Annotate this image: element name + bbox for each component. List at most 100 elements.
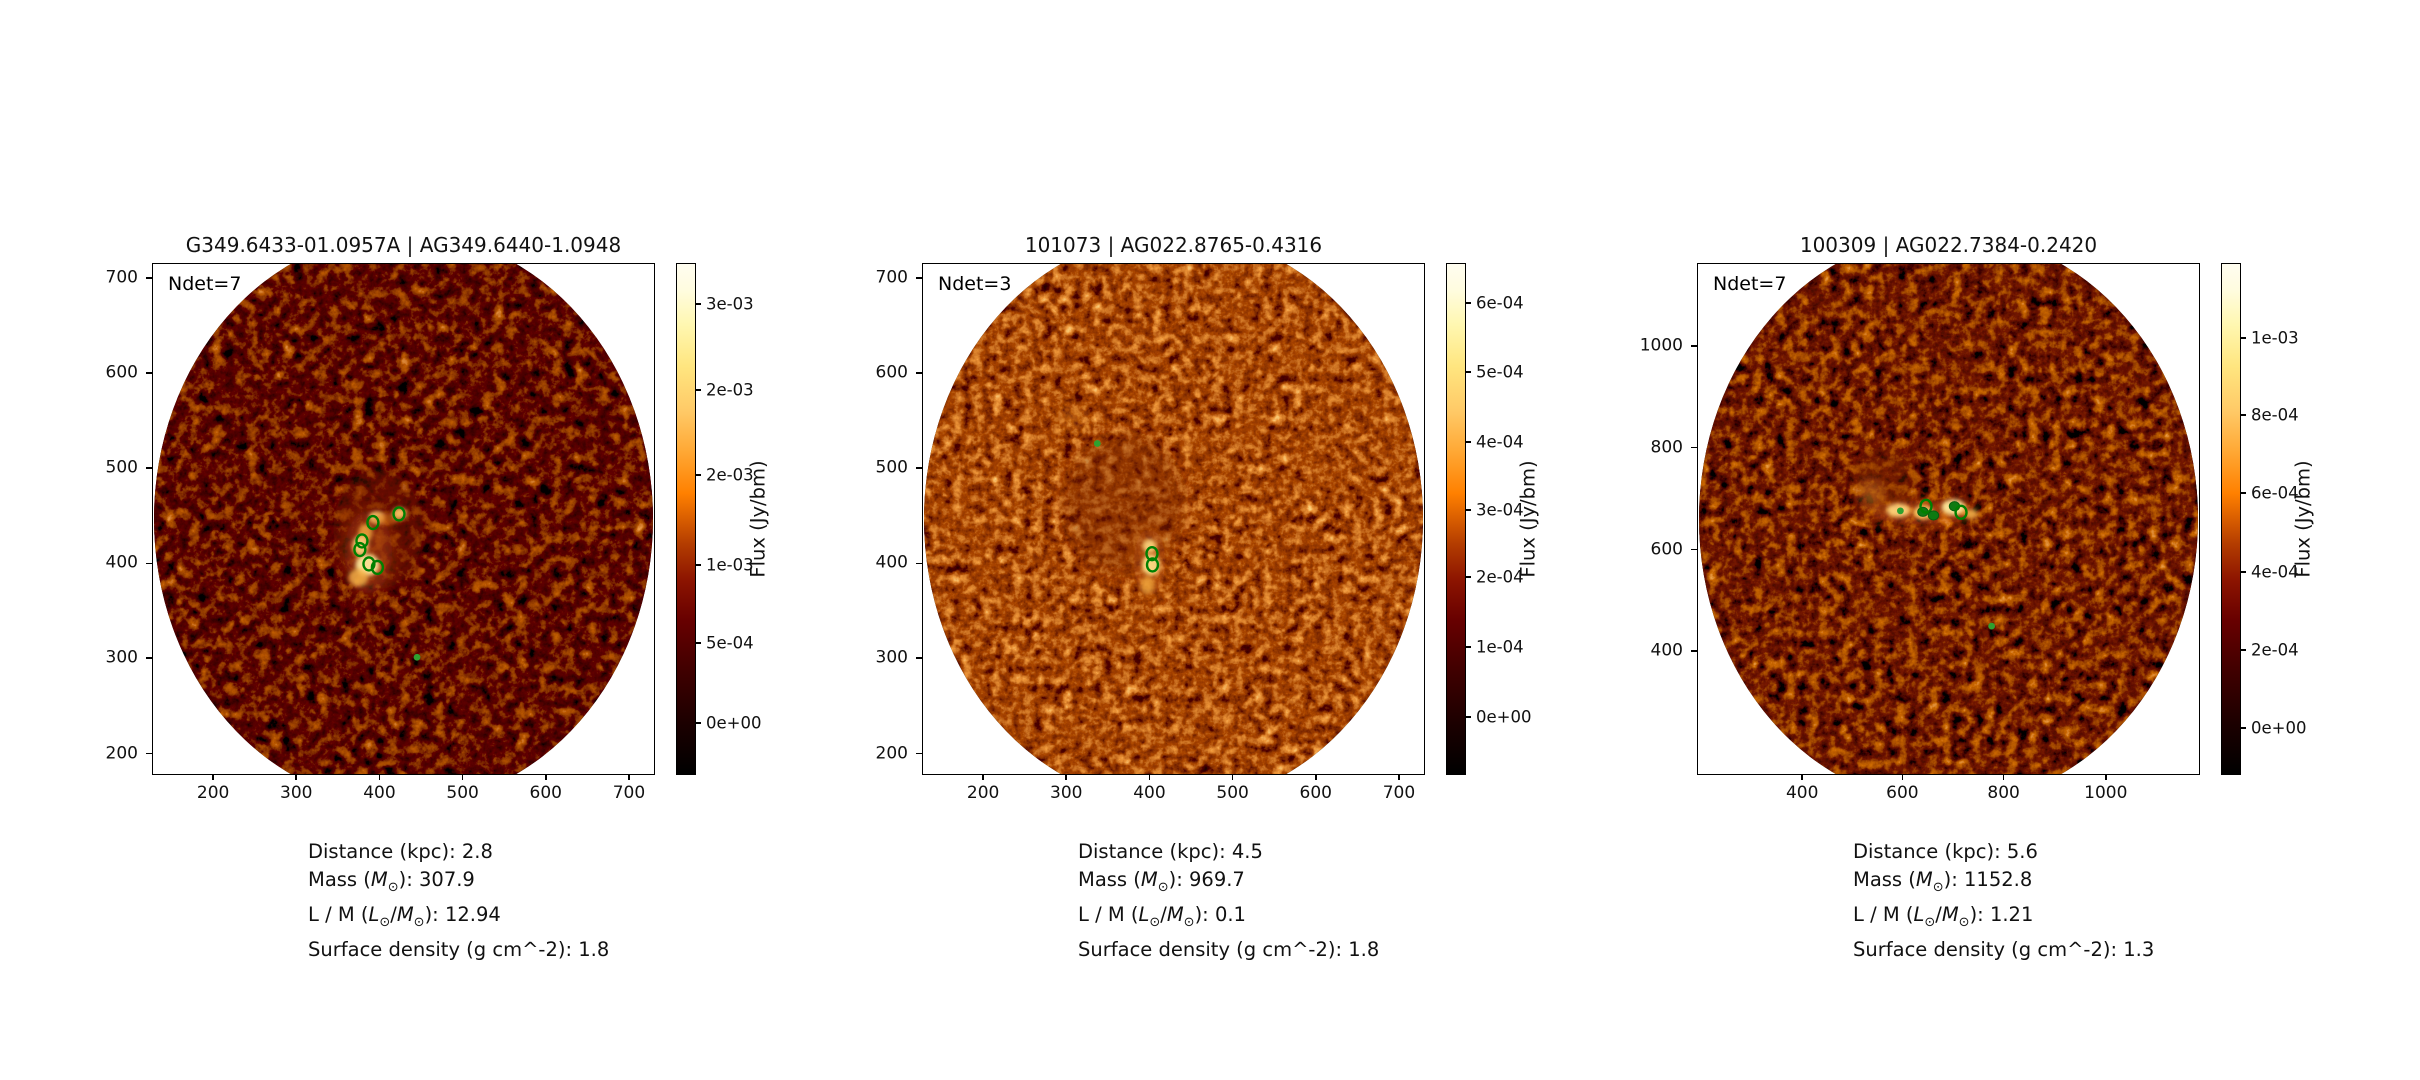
emission-blob: [1142, 539, 1157, 553]
tick-mark: [461, 774, 464, 780]
tick-mark: [295, 774, 298, 780]
field-of-view-circle: [1698, 264, 2199, 774]
colorbar-tick-label: 6e-04: [2251, 483, 2299, 503]
tick-mark: [695, 642, 701, 644]
colorbar-tick-label: 8e-04: [2251, 405, 2299, 425]
y-tick-label: 500: [105, 457, 138, 478]
x-tick-label: 700: [612, 783, 646, 803]
colorbar-tick-label: 5e-04: [1476, 362, 1524, 382]
colorbar-gradient: [2221, 263, 2241, 775]
source-marker: [362, 556, 376, 572]
panel-3: 100309 | AG022.7384-0.2420: [1640, 0, 2420, 1080]
tick-mark: [628, 774, 630, 780]
tick-mark: [1465, 302, 1471, 304]
source-properties-text: Distance (kpc): 4.5 Mass (M⊙): 969.7 L / M…: [1078, 838, 1379, 964]
tick-mark: [695, 564, 701, 566]
tick-mark: [915, 467, 922, 469]
tick-mark: [145, 467, 152, 469]
y-tick-label: 200: [105, 743, 138, 764]
emission-blob: [1860, 479, 1881, 508]
x-tick-label: 700: [1382, 783, 1416, 803]
source-marker: [366, 514, 380, 531]
source-marker: [1919, 498, 1933, 514]
tick-mark: [544, 774, 547, 780]
colorbar-label: Flux (Jy/bm): [746, 460, 770, 578]
info-line: Surface density (g cm^-2): 1.8: [308, 938, 610, 962]
tick-mark: [982, 774, 984, 780]
y-tick-label: 600: [105, 362, 138, 383]
x-tick-label: 800: [1987, 783, 2020, 803]
colorbar-gradient: [676, 263, 696, 775]
tick-mark: [1398, 774, 1400, 780]
panel-title: 101073 | AG022.8765-0.4316: [1024, 233, 1323, 257]
tick-mark: [695, 721, 701, 724]
info-line: Surface density (g cm^-2): 1.8: [1078, 938, 1380, 962]
flux-map-plot: Ndet=7 200 300 400 500 600 700 700 600 500 400 30…: [106, 263, 655, 803]
emission-blob: [1063, 433, 1184, 574]
source-marker: [1954, 504, 1968, 520]
panel-1: G349.6433-01.0957A | AG349.6440-1.0948: [106, 0, 1052, 1080]
tick-mark: [1465, 646, 1471, 648]
x-tick-label: 200: [966, 783, 1000, 803]
colorbar: 6e-04 5e-04 4e-04 3e-04 2e-04 1e-04 0e+00 Flux…: [1446, 263, 1646, 775]
tick-mark: [915, 276, 922, 279]
info-line: Surface density (g cm^-2): 1.3: [1853, 938, 2155, 962]
source-marker: [370, 559, 385, 576]
tick-mark: [145, 372, 152, 374]
tick-mark: [1801, 774, 1803, 780]
colorbar-tick-label: 0e+00: [1476, 707, 1532, 727]
colorbar-tick-label: 2e-04: [2251, 640, 2299, 660]
field-of-view-circle: [923, 264, 1424, 774]
emission-blob: [348, 568, 369, 587]
tick-mark: [145, 657, 152, 660]
x-tick-label: 400: [1133, 783, 1166, 803]
emission-blob: [1140, 576, 1155, 595]
tick-mark: [695, 303, 701, 305]
y-tick-label: 400: [875, 552, 908, 573]
colorbar: 1e-03 8e-04 6e-04 4e-04 2e-04 0e+00 Flux (Jy/…: [2221, 263, 2420, 775]
tick-mark: [1065, 774, 1068, 780]
x-tick-label: 300: [280, 783, 313, 803]
source-properties-text: Distance (kpc): 2.8 Mass (M⊙): 307.9 L / M…: [308, 838, 609, 964]
tick-mark: [1465, 508, 1471, 511]
info-line: Mass (M⊙): 307.9: [308, 867, 475, 895]
flux-map-plot: Ndet=3 200 300 400 500 600 700 700 600 500 400 30…: [876, 263, 1425, 803]
tick-mark: [1690, 650, 1697, 652]
tick-mark: [1465, 371, 1471, 373]
source-markers: [1897, 498, 1996, 630]
tick-mark: [2240, 570, 2246, 573]
tick-mark: [2240, 649, 2246, 651]
tick-mark: [145, 562, 152, 565]
colorbar: 3e-03 2e-03 2e-03 1e-03 5e-04 0e+00 Flux (Jy/…: [676, 263, 876, 775]
y-tick-label: 1000: [1639, 335, 1683, 356]
colorbar-tick-label: 2e-04: [1476, 567, 1524, 587]
colorbar-tick-label: 0e+00: [706, 713, 762, 733]
x-tick-label: 600: [1886, 783, 1919, 803]
tick-mark: [2240, 492, 2246, 494]
colorbar-tick-label: 6e-04: [1476, 293, 1524, 313]
ndet-annotation: Ndet=7: [168, 273, 242, 295]
ndet-annotation: Ndet=7: [1713, 273, 1787, 295]
panel-2: 101073 | AG022.8765-0.4316: [876, 0, 1822, 1080]
tick-mark: [915, 657, 922, 660]
source-marker: [413, 653, 421, 661]
colorbar-label: Flux (Jy/bm): [2291, 460, 2315, 578]
y-tick-label: 400: [1650, 640, 1683, 661]
flux-map-image: [153, 264, 654, 774]
tick-mark: [1231, 774, 1234, 780]
source-marker: [353, 541, 367, 558]
x-tick-label: 600: [529, 783, 563, 803]
colorbar-label: Flux (Jy/bm): [1516, 460, 1540, 578]
colorbar-tick-label: 0e+00: [2251, 718, 2307, 738]
info-line: L / M (L⊙/M⊙): 12.94: [308, 902, 501, 930]
source-marker: [1145, 545, 1159, 562]
source-marker: [1927, 510, 1940, 521]
y-tick-label: 200: [875, 743, 908, 764]
colorbar-tick-label: 2e-03: [706, 465, 754, 485]
tick-mark: [2002, 774, 2005, 780]
source-markers: [353, 506, 421, 661]
x-tick-label: 300: [1050, 783, 1083, 803]
tick-mark: [1465, 716, 1471, 718]
tick-mark: [212, 774, 214, 780]
emission-blob: [1061, 407, 1086, 427]
